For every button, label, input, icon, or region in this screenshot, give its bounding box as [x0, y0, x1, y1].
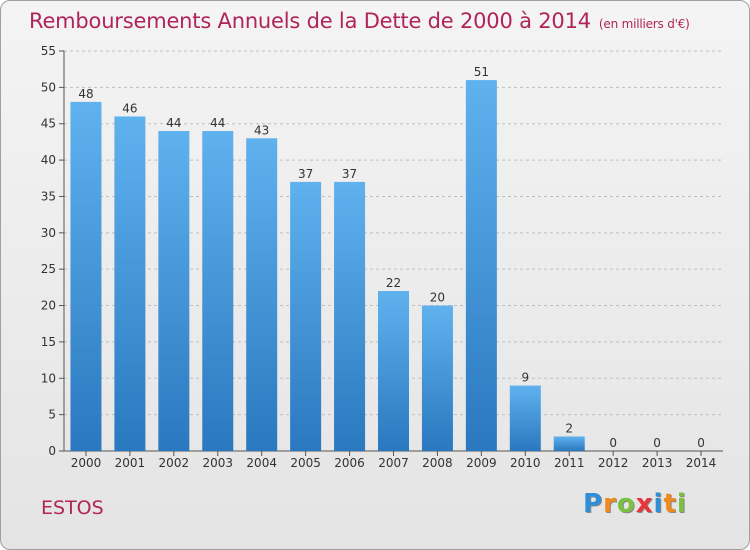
y-tick-label: 45: [41, 117, 56, 131]
labels: 4820004620014420024420034320043720053720…: [71, 65, 717, 470]
data-label: 20: [430, 291, 445, 305]
data-label: 9: [521, 371, 529, 385]
logo-letter: r: [603, 489, 617, 519]
data-label: 0: [653, 436, 661, 450]
bars: [70, 80, 585, 452]
x-tick-label: 2011: [554, 456, 585, 470]
bar: [202, 131, 234, 451]
x-tick-label: 2007: [378, 456, 409, 470]
x-tick-label: 2014: [686, 456, 717, 470]
data-label: 44: [166, 116, 181, 130]
bar: [378, 291, 409, 451]
data-label: 48: [78, 87, 93, 101]
y-tick-label: 0: [48, 444, 56, 458]
data-label: 37: [342, 167, 357, 181]
x-tick-label: 2006: [334, 456, 365, 470]
bar: [553, 436, 585, 451]
y-tick-label: 25: [41, 262, 56, 276]
logo-letter: P: [583, 489, 604, 519]
y-tick-label: 30: [41, 226, 56, 240]
logo-letter: i: [653, 489, 664, 519]
bar: [509, 385, 541, 451]
proxiti-logo[interactable]: Proxiti: [583, 489, 687, 519]
data-label: 22: [386, 276, 401, 290]
logo-letter: t: [663, 489, 677, 519]
y-tick-label: 55: [41, 44, 56, 58]
x-tick-label: 2002: [159, 456, 190, 470]
x-tick-label: 2010: [510, 456, 541, 470]
data-label: 46: [122, 101, 137, 115]
data-label: 44: [210, 116, 225, 130]
x-tick-label: 2009: [466, 456, 497, 470]
chart-title: Remboursements Annuels de la Dette de 20…: [29, 9, 690, 33]
logo-letter: x: [635, 489, 654, 519]
logo-letter: i: [676, 489, 687, 519]
y-tick-label: 15: [41, 335, 56, 349]
y-tick-label: 50: [41, 80, 56, 94]
x-tick-label: 2001: [115, 456, 146, 470]
data-label: 37: [298, 167, 313, 181]
x-tick-label: 2003: [202, 456, 233, 470]
y-tick-label: 5: [48, 408, 56, 422]
data-label: 51: [474, 65, 489, 79]
x-tick-label: 2000: [71, 456, 102, 470]
logo-letter: o: [616, 489, 636, 519]
x-tick-label: 2008: [422, 456, 453, 470]
chart-unit: (en milliers d'€): [598, 17, 690, 31]
y-tick-label: 20: [41, 299, 56, 313]
bar: [158, 131, 190, 451]
data-label: 0: [697, 436, 705, 450]
data-label: 43: [254, 123, 269, 137]
bar: [290, 181, 322, 451]
bar: [421, 305, 453, 451]
commune-name: ESTOS: [41, 497, 104, 519]
data-label: 0: [609, 436, 617, 450]
x-tick-label: 2005: [290, 456, 321, 470]
bar: [465, 80, 497, 451]
y-tick-label: 40: [41, 153, 56, 167]
y-tick-label: 35: [41, 189, 56, 203]
x-tick-label: 2012: [598, 456, 629, 470]
data-label: 2: [565, 421, 573, 435]
x-tick-label: 2013: [642, 456, 673, 470]
bar: [334, 181, 366, 451]
x-tick-label: 2004: [246, 456, 277, 470]
bar: [246, 138, 278, 452]
bar: [70, 101, 102, 451]
y-tick-label: 10: [41, 371, 56, 385]
bar: [114, 116, 146, 452]
chart-title-text: Remboursements Annuels de la Dette de 20…: [29, 9, 591, 33]
